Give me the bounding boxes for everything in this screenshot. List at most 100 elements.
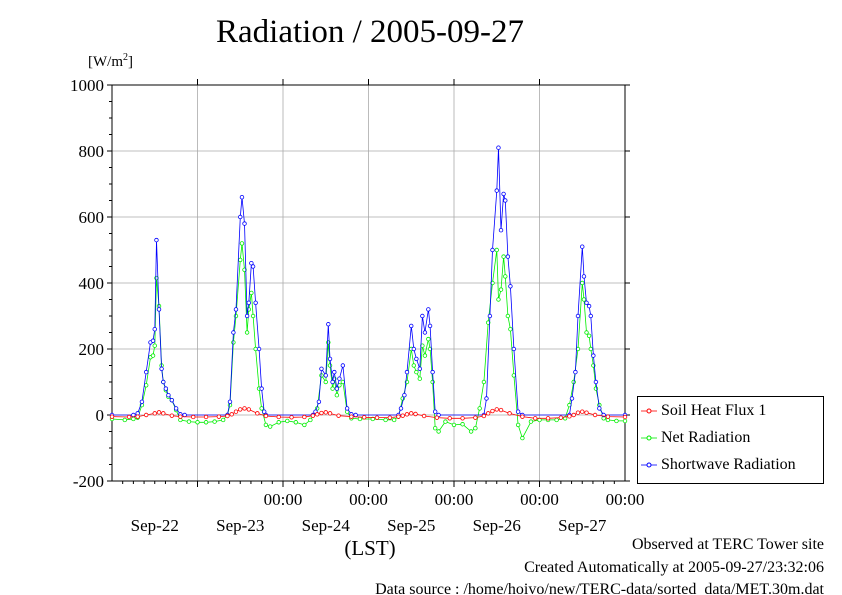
data-point <box>349 414 354 419</box>
data-point <box>496 145 501 150</box>
data-point <box>261 409 267 414</box>
data-point <box>436 429 441 434</box>
data-point <box>319 366 324 371</box>
data-point <box>250 313 256 319</box>
data-point <box>330 379 335 385</box>
x-axis-label: (LST) <box>344 536 396 560</box>
data-point <box>484 396 489 401</box>
data-point <box>545 416 551 421</box>
data-point <box>597 406 602 411</box>
x-tick-time-label: 00:00 <box>264 490 303 509</box>
x-tick-time-label: 00:00 <box>520 490 559 509</box>
data-point <box>253 300 258 305</box>
data-point <box>473 415 478 420</box>
data-point <box>259 386 264 391</box>
data-point <box>143 383 149 388</box>
data-point <box>122 417 128 423</box>
data-point <box>588 346 593 352</box>
data-point <box>414 369 419 375</box>
data-point <box>150 353 156 358</box>
data-point <box>400 413 405 418</box>
legend-item: Soil Heat Flux 1 <box>638 402 823 424</box>
data-point <box>508 327 513 332</box>
data-point <box>422 353 428 358</box>
data-point <box>203 414 209 420</box>
data-point <box>166 393 171 398</box>
data-point <box>533 416 538 421</box>
data-point <box>327 411 333 416</box>
y-tick-label: 1000 <box>70 76 104 95</box>
data-point <box>308 417 313 423</box>
data-point <box>239 241 245 246</box>
data-point <box>302 414 307 420</box>
data-point <box>154 237 159 243</box>
data-point <box>427 323 433 329</box>
data-point <box>178 414 183 419</box>
data-point <box>344 406 350 411</box>
data-point <box>316 399 322 404</box>
data-point <box>332 369 337 375</box>
data-point <box>353 412 358 418</box>
data-point <box>302 422 307 428</box>
x-tick-date-label: Sep-27 <box>558 516 607 535</box>
data-point <box>622 418 628 424</box>
data-point <box>505 254 511 259</box>
data-point <box>487 313 493 319</box>
data-point <box>310 413 316 418</box>
data-point <box>501 254 506 259</box>
data-point <box>159 366 164 371</box>
data-point <box>460 422 465 427</box>
data-point <box>417 366 422 371</box>
legend-marker <box>641 408 657 414</box>
data-point <box>505 313 511 319</box>
data-point <box>249 290 254 296</box>
data-point <box>420 313 425 319</box>
data-point <box>473 426 478 431</box>
data-point <box>276 414 281 420</box>
data-point <box>246 300 251 305</box>
data-point <box>421 413 427 419</box>
data-point <box>255 411 260 416</box>
data-point <box>238 257 243 263</box>
y-tick-label: 800 <box>79 142 105 161</box>
data-point <box>426 336 431 342</box>
data-point <box>498 287 504 292</box>
data-point <box>276 420 281 425</box>
data-point <box>622 414 628 420</box>
data-point <box>481 413 487 419</box>
data-point <box>396 414 401 419</box>
data-point <box>432 426 438 431</box>
data-point <box>357 416 363 422</box>
data-point <box>225 413 230 419</box>
data-point <box>231 340 236 345</box>
data-point <box>447 416 452 421</box>
y-tick-label: 400 <box>79 274 105 293</box>
data-point <box>414 356 419 362</box>
data-point <box>152 343 157 348</box>
data-point <box>244 330 250 335</box>
data-point <box>250 264 256 269</box>
data-point <box>468 429 474 434</box>
data-point <box>580 244 585 249</box>
data-point <box>426 307 431 312</box>
data-point <box>573 369 578 375</box>
data-point <box>152 327 157 332</box>
legend: Soil Heat Flux 1 Net Radiation Shortwave R… <box>637 396 824 484</box>
legend-marker <box>641 435 657 441</box>
legend-marker <box>641 462 657 468</box>
data-point <box>249 261 254 266</box>
data-point <box>481 379 487 385</box>
data-point <box>554 417 559 423</box>
data-point <box>238 407 243 412</box>
data-point <box>591 353 596 358</box>
legend-item: Shortwave Radiation <box>638 456 823 478</box>
data-point <box>293 420 299 425</box>
data-point <box>131 416 136 422</box>
data-point <box>498 227 504 233</box>
footer-created: Created Automatically at 2005-09-27/23:3… <box>524 559 824 576</box>
data-point <box>413 411 418 417</box>
y-unit-superscript: 2 <box>123 52 128 63</box>
data-point <box>186 419 192 424</box>
data-point <box>520 414 525 419</box>
